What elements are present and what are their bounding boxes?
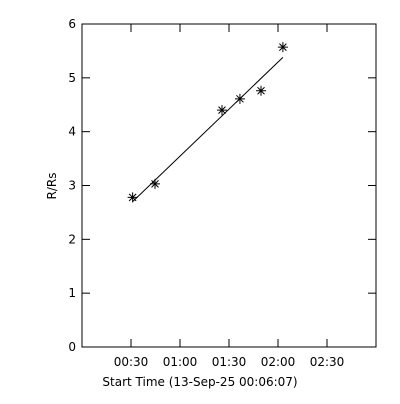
data-point [216, 105, 227, 116]
x-axis-label: Start Time (13-Sep-25 00:06:07) [102, 375, 297, 389]
y-tick-label: 4 [68, 125, 76, 139]
x-tick-label: 01:00 [163, 355, 198, 369]
data-point [127, 192, 138, 203]
plot-frame [81, 23, 377, 348]
x-tick-label: 01:30 [212, 355, 247, 369]
y-tick-label: 0 [68, 340, 76, 354]
y-tick-label: 5 [68, 71, 76, 85]
y-tick-label: 1 [68, 286, 76, 300]
fit-line [132, 57, 284, 203]
y-tick-label: 6 [68, 17, 76, 31]
y-tick-label: 3 [68, 179, 76, 193]
data-point [256, 85, 267, 96]
y-axis-label: R/Rs [45, 173, 59, 200]
data-point [150, 178, 161, 189]
y-tick-label: 2 [68, 232, 76, 246]
data-point [277, 42, 288, 53]
x-tick-label: 02:30 [310, 355, 345, 369]
x-tick-label: 00:30 [114, 355, 149, 369]
x-tick-label: 02:00 [261, 355, 296, 369]
